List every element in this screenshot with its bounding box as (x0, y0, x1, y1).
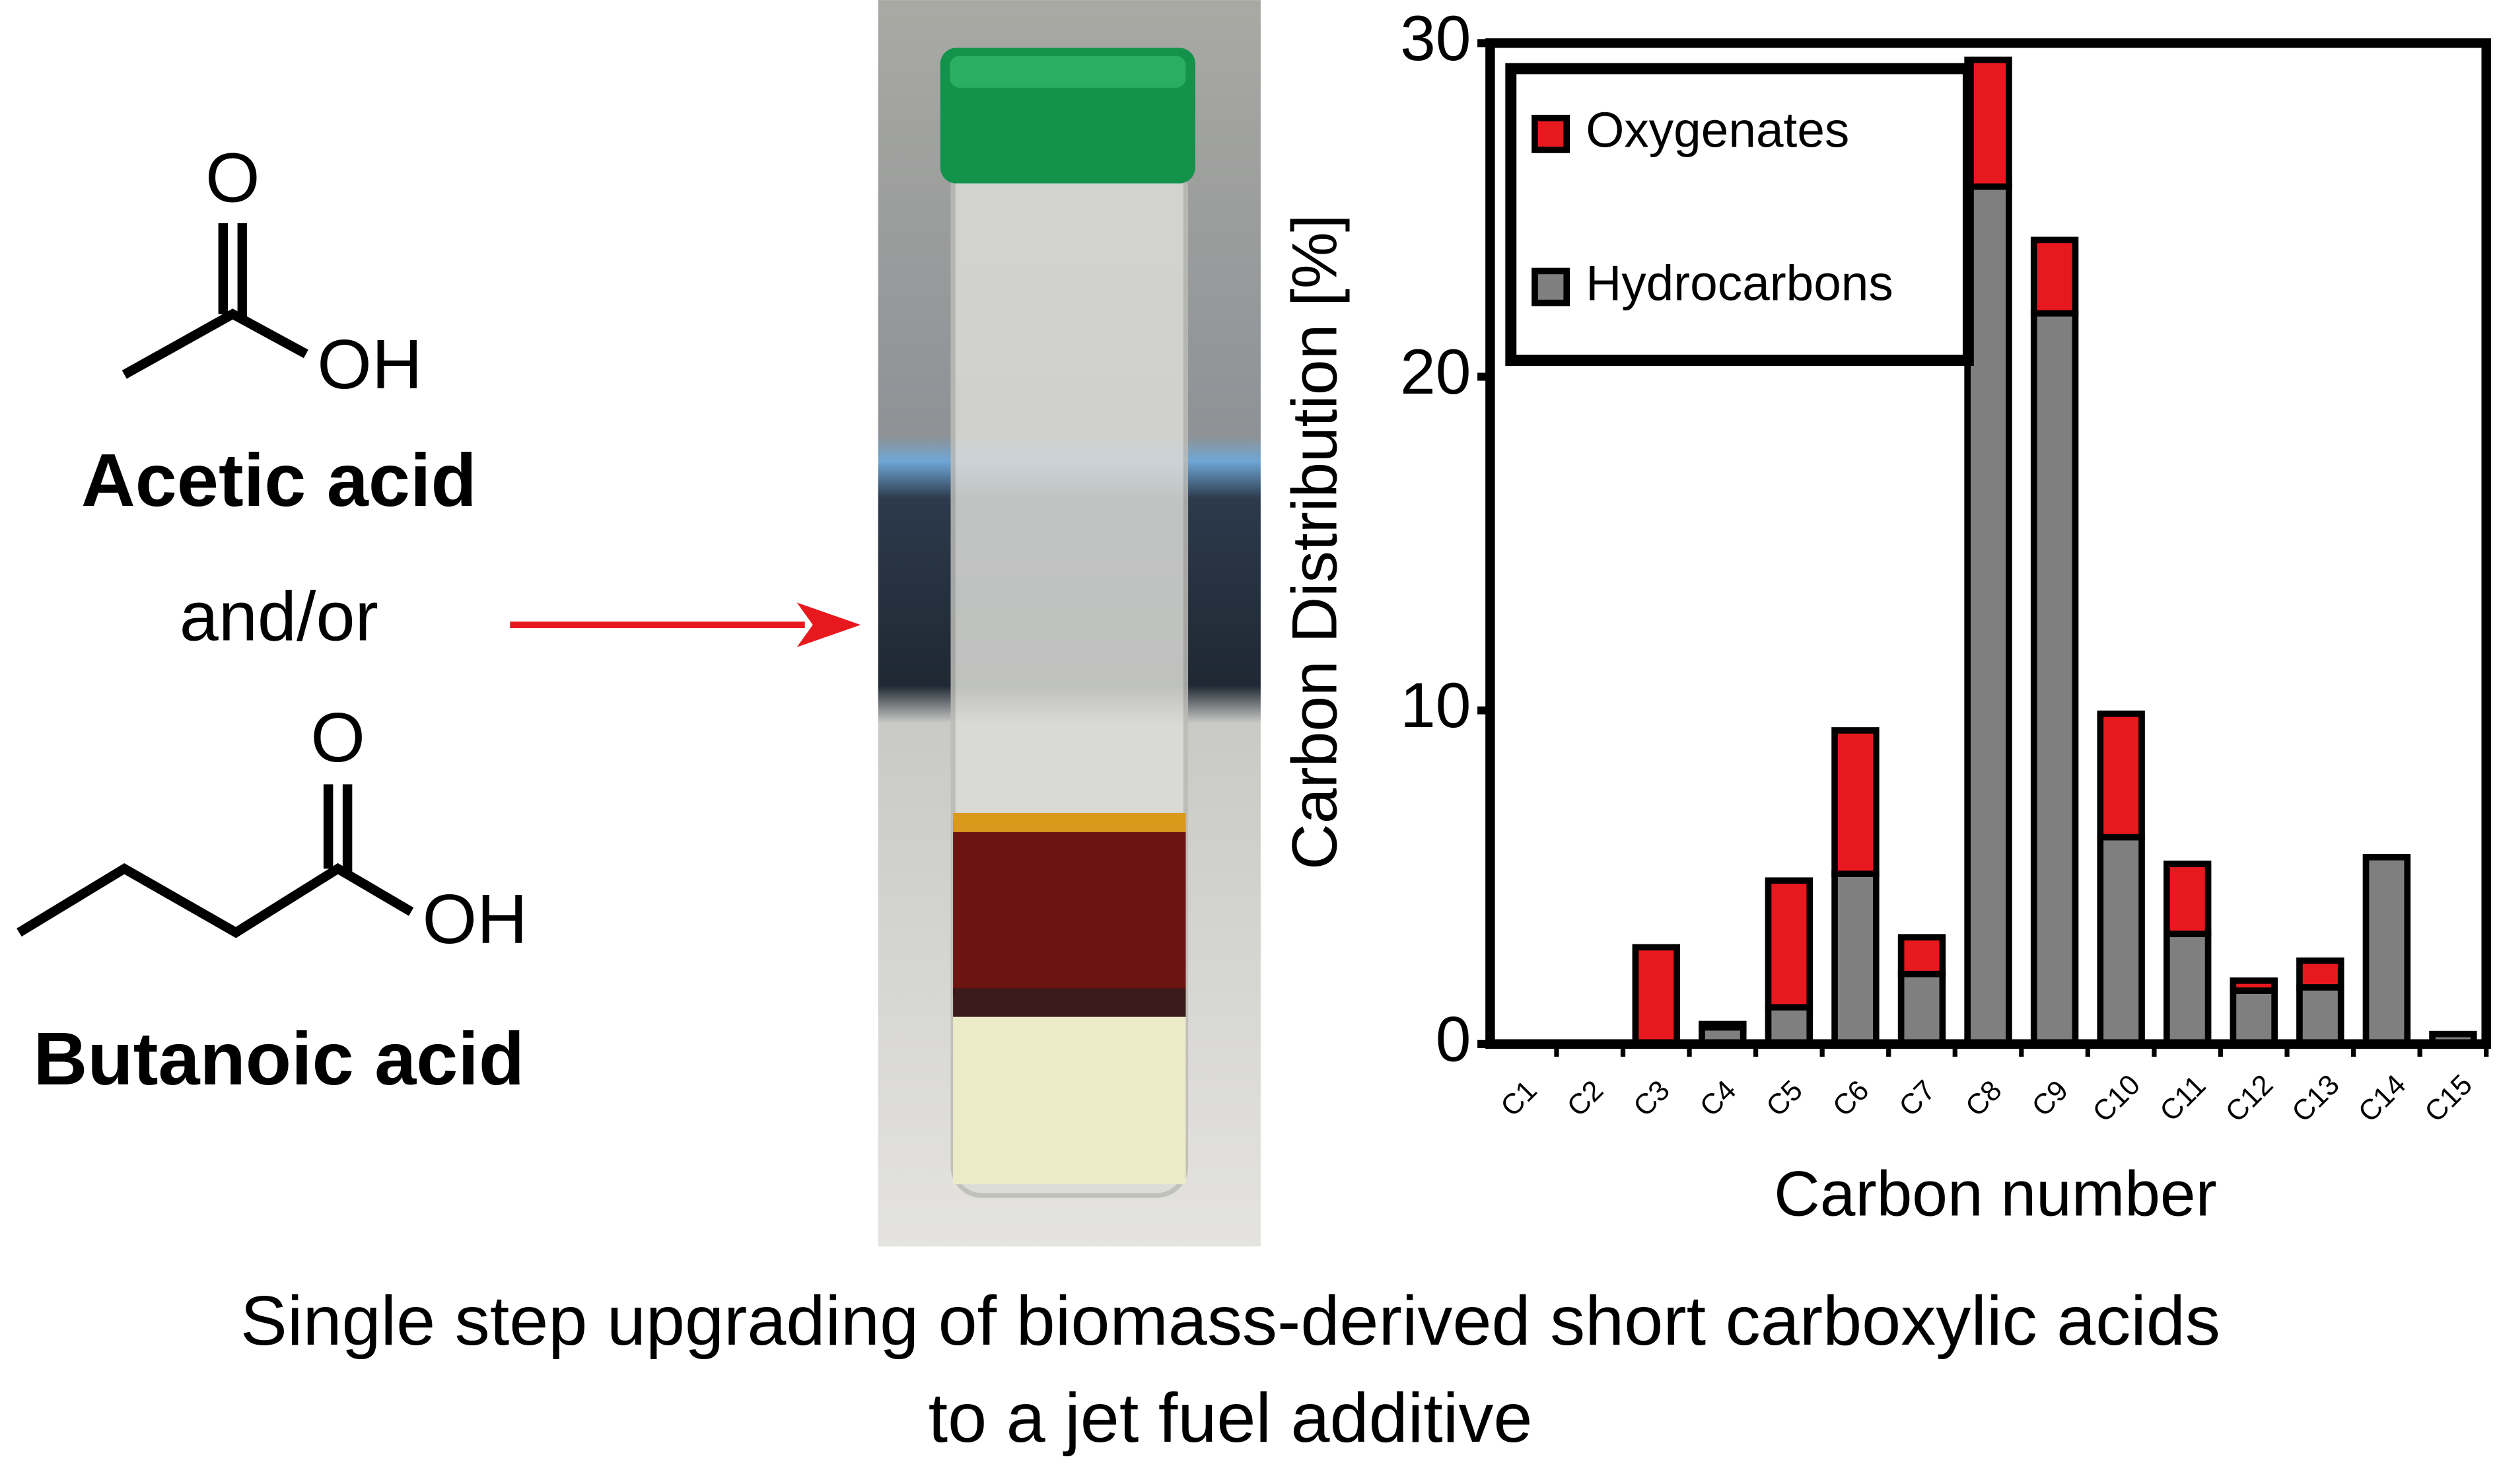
x-tick-label: C13 (2286, 1069, 2346, 1128)
x-tick-label: C1 (1495, 1075, 1543, 1123)
y-tick-label: 20 (1400, 337, 1471, 407)
x-tick-label: C12 (2220, 1069, 2279, 1128)
y-tick-label: 10 (1400, 670, 1471, 741)
x-tick-label: C6 (1827, 1075, 1875, 1123)
x-tick-label: C9 (2026, 1075, 2074, 1123)
bar-segment (1897, 970, 1946, 1047)
x-tick-label: C3 (1628, 1075, 1676, 1123)
arrow-head (796, 602, 861, 647)
bar-segment (2362, 854, 2411, 1047)
y-tick-label: 0 (1436, 1004, 1471, 1075)
x-tick-label: C15 (2419, 1069, 2479, 1128)
legend-swatch (1531, 267, 1570, 306)
bar-segment (1765, 877, 1813, 1011)
plot: 0 10 20 30 C1 C2 C3 C4 C5 C6 C7 C8 C9 C10 C11 C12 C13 C14… (1400, 3, 2491, 1129)
bar-segment (2030, 236, 2079, 317)
bar-segment (2296, 957, 2344, 991)
molecule-name: Butanoic acid (34, 1017, 525, 1101)
bar-segment (2164, 931, 2212, 1047)
x-tick-label: C10 (2087, 1069, 2146, 1128)
caption: to a jet fuel additive (929, 1378, 1533, 1457)
legend-swatch (1531, 114, 1570, 153)
bar-segment (1632, 944, 1680, 1047)
legend-label: Hydrocarbons (1586, 255, 1893, 310)
atom-label: OH (317, 325, 422, 404)
y-tick-label: 30 (1400, 3, 1471, 74)
bar-segment (1897, 934, 1946, 977)
bar-segment (2296, 984, 2344, 1047)
y-axis-title: Carbon Distribution [%] (1280, 214, 1351, 869)
x-tick-label: C14 (2352, 1069, 2412, 1128)
bar-segment (2030, 310, 2079, 1047)
x-tick-label: C2 (1561, 1075, 1609, 1123)
molecule-bonds (17, 223, 414, 938)
connector: and/or (180, 577, 378, 655)
x-tick-label: C8 (1959, 1075, 2008, 1123)
x-tick-label: C4 (1694, 1075, 1742, 1123)
legend-label: Oxygenates (1586, 102, 1849, 158)
x-tick-label: C7 (1893, 1075, 1942, 1123)
vial-photo (878, 0, 1261, 1247)
bar-segment (1831, 870, 1880, 1047)
bar-segment (2164, 861, 2212, 937)
atom-label: OH (423, 880, 528, 958)
atom-label: O (310, 698, 365, 777)
x-axis-title: Carbon number (1774, 1158, 2217, 1229)
x-tick-label: C11 (2154, 1069, 2212, 1127)
bar-segment (2097, 833, 2145, 1047)
plot-frame (1485, 38, 2491, 1049)
bar-segment (1831, 727, 1880, 878)
bar-segment (1699, 1020, 1747, 1031)
bar-segment (1765, 1004, 1813, 1047)
bar-segment (2230, 977, 2278, 994)
x-tick-label: C5 (1761, 1075, 1809, 1123)
bar-segment (2097, 710, 2145, 841)
bar-segment (2230, 987, 2278, 1047)
legend-box (1505, 63, 1974, 366)
molecule-name: Acetic acid (81, 439, 477, 522)
atom-label: O (205, 139, 260, 217)
caption: Single step upgrading of biomass-derived… (240, 1281, 2220, 1360)
bar-segment (1964, 183, 2012, 1047)
